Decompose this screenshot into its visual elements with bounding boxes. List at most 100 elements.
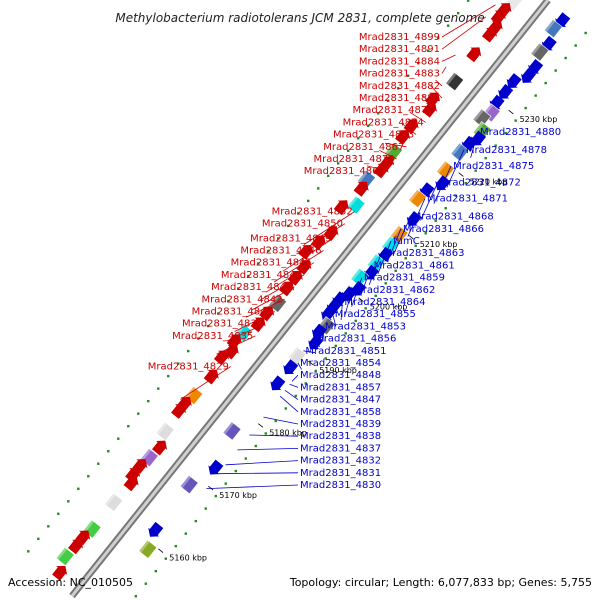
rev-track-dot (474, 169, 477, 172)
fwd-track-dot (426, 49, 430, 52)
forward-gene-feature (353, 181, 369, 197)
rev-track-dot (414, 244, 417, 247)
rev-track-dot (284, 407, 287, 410)
reverse-label-leader (263, 416, 299, 425)
kbp-tick-mark (408, 234, 414, 240)
fwd-track-dot (446, 24, 450, 27)
accession-text: Accession: NC_010505 (8, 576, 133, 589)
forward-label-leader (422, 95, 436, 111)
fwd-track-dot (107, 450, 110, 453)
reverse-label-leader (377, 240, 392, 275)
forward-gene-label: Mrad2831_4846 (240, 246, 321, 257)
rev-track-dot (324, 357, 327, 360)
forward-gene-label: Mrad2831_4845 (231, 258, 312, 269)
forward-gene-label: Mrad2831_4842 (201, 294, 282, 305)
reverse-gene-feature (283, 359, 299, 375)
rev-track-dot (364, 307, 367, 310)
forward-gene-label: Mrad2831_4884 (359, 56, 440, 67)
reverse-label-leader (332, 314, 337, 327)
forward-gene-label: Mrad2831_4877 (352, 105, 433, 116)
kbp-tick-label: 5190 kbp (319, 366, 357, 375)
rev-track-dot (504, 131, 507, 135)
reverse-gene-feature (450, 142, 470, 162)
kbp-tick-label: 5160 kbp (169, 554, 207, 563)
reverse-gene-feature (528, 59, 544, 74)
reverse-gene-label: Mrad2831_4858 (300, 407, 381, 418)
reverse-label-leader (237, 448, 299, 451)
forward-gene-label: Mrad2831_4849 (250, 233, 331, 244)
rev-track-dot (544, 81, 547, 85)
reverse-gene-feature (208, 459, 224, 475)
tick-dot-track (27, 0, 587, 598)
rev-track-dot (534, 94, 537, 97)
forward-gene-label: Mrad2831_4835 (172, 331, 253, 342)
reverse-label-leader (470, 132, 479, 158)
rev-track-dot (224, 482, 227, 485)
forward-label-leader (379, 149, 397, 160)
label-leader-lines (180, 4, 496, 489)
reverse-gene-label: Mrad2831_4872 (440, 178, 521, 189)
fwd-track-dot (27, 550, 30, 553)
fwd-track-dot (57, 512, 60, 516)
fwd-track-dot (386, 99, 390, 102)
rev-track-dot (194, 519, 197, 523)
reverse-label-leader (351, 277, 363, 307)
rev-track-dot (264, 432, 267, 435)
forward-gene-label: Mrad2831_4829 (148, 361, 229, 372)
reverse-label-leader (322, 326, 325, 342)
forward-label-leader (273, 250, 324, 283)
reverse-gene-label: Mrad2831_4871 (427, 194, 508, 205)
reverse-gene-feature (222, 421, 242, 441)
reverse-gene-label: Mrad2831_4831 (300, 468, 381, 479)
forward-gene-label: Mrad2831_4874 (343, 117, 424, 128)
map-title: Methylobacterium radiotolerans JCM 2831,… (115, 11, 484, 25)
fwd-track-dot (87, 475, 90, 478)
reverse-label-leader (249, 434, 299, 437)
reverse-gene-label: Mrad2831_4866 (403, 224, 484, 235)
fwd-track-dot (356, 137, 360, 140)
forward-gene-feature (68, 539, 84, 555)
reverse-gene-label: Mrad2831_4857 (300, 382, 381, 393)
reverse-gene-feature (436, 160, 455, 180)
rev-track-dot (154, 569, 158, 573)
forward-gene-feature (298, 244, 314, 260)
fwd-track-dot (127, 424, 130, 428)
reverse-gene-label: Mrad2831_4875 (453, 161, 534, 172)
rev-track-dot (554, 69, 557, 72)
fwd-track-dot (336, 162, 340, 165)
fwd-track-dot (416, 62, 420, 65)
reverse-gene-label: Mrad2831_4880 (480, 127, 561, 138)
rev-track-dot (494, 144, 497, 147)
kbp-tick-mark (258, 423, 264, 428)
fwd-track-dot (406, 74, 410, 77)
reverse-label-leader (368, 253, 382, 285)
rev-track-dot (434, 219, 437, 222)
forward-gene-feature (466, 47, 482, 63)
rev-track-dot (444, 207, 447, 210)
reverse-gene-label: Mrad2831_4848 (300, 370, 381, 381)
rev-track-dot (234, 469, 237, 473)
kbp-tick-mark (358, 297, 364, 302)
rev-track-dot (204, 507, 207, 510)
reverse-gene-label: Mrad2831_4847 (300, 395, 381, 406)
reverse-gene-label: Mrad2831_4856 (315, 334, 396, 345)
rev-track-dot (314, 369, 317, 373)
rev-track-dot (304, 382, 307, 385)
forward-label-leader (282, 237, 334, 272)
fwd-track-dot (376, 112, 380, 115)
reverse-gene-label: Mrad2831_4864 (344, 297, 425, 308)
forward-label-leader (265, 262, 315, 293)
reverse-label-leader (344, 289, 353, 316)
fwd-track-dot (187, 349, 190, 353)
fwd-track-dot (177, 362, 180, 365)
reverse-label-leader (289, 383, 299, 388)
reverse-gene-label: Mrad2831_4832 (300, 456, 381, 467)
reverse-gene-label: Mrad2831_4854 (300, 358, 381, 369)
rev-track-dot (214, 494, 217, 498)
fwd-track-dot (67, 500, 70, 503)
genome-backbone (69, 0, 551, 599)
forward-label-leader (259, 274, 305, 301)
reverse-gene-label: Mrad2831_4878 (466, 145, 547, 156)
